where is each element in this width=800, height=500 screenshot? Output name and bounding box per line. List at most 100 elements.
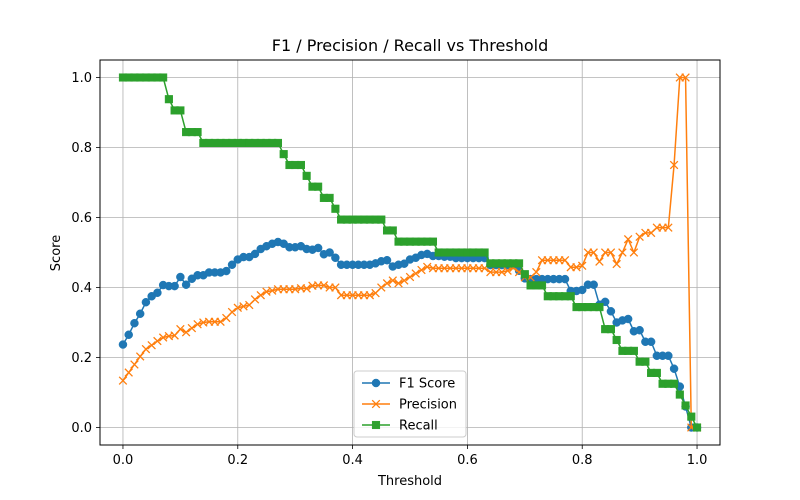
precision-point-stroke: [417, 265, 426, 275]
recall-point: [670, 379, 679, 388]
precision-point-stroke: [308, 281, 317, 291]
y-tick-label: 0.0: [71, 421, 92, 436]
recall-point: [612, 335, 621, 345]
precision-point: [577, 261, 587, 271]
precision-point: [618, 248, 627, 257]
legend-marker-precision-stroke: [371, 399, 381, 409]
f1-score-point: [646, 337, 656, 346]
f1-score-point: [606, 307, 616, 316]
precision-point-stroke: [262, 287, 271, 296]
precision-point: [629, 248, 639, 257]
legend-marker-precision: [371, 399, 381, 409]
recall-point: [595, 303, 604, 312]
y-tick-label: 0.2: [71, 351, 92, 366]
precision-point-stroke: [181, 328, 191, 337]
precision-point-stroke: [377, 283, 386, 292]
precision-point: [193, 319, 202, 329]
precision-point-stroke: [118, 376, 128, 385]
precision-point-stroke: [399, 276, 409, 285]
precision-point: [399, 276, 409, 285]
x-tick-label: 0.6: [457, 453, 478, 468]
f1-score-point: [118, 340, 128, 349]
precision-point-stroke: [141, 344, 151, 354]
recall-point: [377, 215, 386, 224]
precision-point: [216, 317, 225, 327]
precision-point-stroke: [612, 259, 621, 269]
precision-point: [331, 283, 340, 292]
y-axis: 0.0 0.2 0.4 0.6 0.8 1.0: [71, 71, 100, 436]
legend-label-recall: Recall: [399, 419, 438, 434]
f1-score-point: [589, 280, 598, 289]
recall-point: [279, 150, 288, 159]
precision-point-stroke: [623, 234, 633, 244]
precision-point-stroke: [365, 290, 375, 300]
precision-point: [141, 344, 151, 354]
precision-point-stroke: [267, 286, 277, 295]
precision-point: [405, 272, 415, 282]
precision-point: [503, 266, 512, 275]
recall-point: [606, 325, 615, 334]
legend-item-precision: Precision: [362, 398, 457, 413]
precision-point-stroke: [130, 360, 139, 369]
f1-score-point: [325, 248, 334, 257]
precision-point-stroke: [405, 272, 415, 282]
f1-score-point: [153, 288, 162, 297]
precision-point: [595, 257, 604, 266]
precision-point-stroke: [187, 323, 197, 333]
precision-point-stroke: [199, 318, 208, 327]
precision-point-stroke: [290, 284, 300, 294]
precision-point-stroke: [635, 232, 644, 242]
recall-point: [480, 248, 489, 257]
f1-score-point: [124, 330, 133, 339]
legend-label-f1-score: F1 Score: [399, 377, 455, 392]
precision-point-stroke: [216, 317, 225, 327]
y-tick-label: 0.6: [71, 211, 92, 226]
precision-point-stroke: [497, 267, 507, 277]
f1-score-point: [227, 260, 237, 269]
precision-point: [227, 307, 237, 317]
precision-point: [606, 248, 616, 257]
x-axis: 0.0 0.2 0.4 0.6 0.8 1.0: [113, 445, 708, 468]
precision-point-stroke: [331, 283, 340, 292]
y-tick-label: 0.4: [71, 281, 92, 296]
legend-label-precision: Precision: [399, 398, 457, 413]
precision-point: [181, 328, 191, 337]
precision-point-stroke: [681, 73, 690, 82]
precision-point-stroke: [153, 336, 162, 346]
precision-point-stroke: [629, 248, 639, 257]
f1-score-point: [635, 325, 644, 335]
y-tick-label: 1.0: [71, 71, 92, 86]
x-tick-label: 1.0: [687, 453, 708, 468]
x-tick-label: 0.2: [227, 453, 248, 468]
legend-item-recall: Recall: [362, 419, 438, 434]
recall-point: [428, 237, 438, 246]
f1-score-point: [382, 255, 392, 265]
f1-score-point: [577, 285, 587, 295]
precision-point-stroke: [239, 302, 248, 311]
precision-point: [256, 290, 266, 300]
f1-score-point: [664, 351, 673, 360]
recall-point: [537, 281, 547, 290]
series-layer: [118, 73, 702, 432]
recall-point: [325, 193, 334, 202]
precision-point-stroke: [256, 290, 266, 300]
precision-point-stroke: [135, 352, 145, 361]
x-tick-label: 0.4: [342, 453, 363, 468]
precision-point-stroke: [193, 319, 202, 329]
recall-point: [687, 412, 696, 421]
f1-score-point: [141, 297, 151, 307]
f1-score-point: [222, 266, 231, 276]
precision-point: [365, 290, 375, 300]
x-tick-label: 0.8: [572, 453, 593, 468]
precision-point: [411, 269, 421, 278]
recall-point: [273, 138, 283, 147]
precision-point: [147, 340, 156, 350]
plot-frame: [99, 59, 721, 446]
precision-point: [187, 323, 197, 333]
precision-point-stroke: [233, 303, 243, 313]
legend-item-f1-score: F1 Score: [362, 377, 455, 392]
precision-point-stroke: [176, 324, 185, 334]
f1-score-point: [669, 364, 679, 373]
precision-point-stroke: [618, 248, 627, 257]
